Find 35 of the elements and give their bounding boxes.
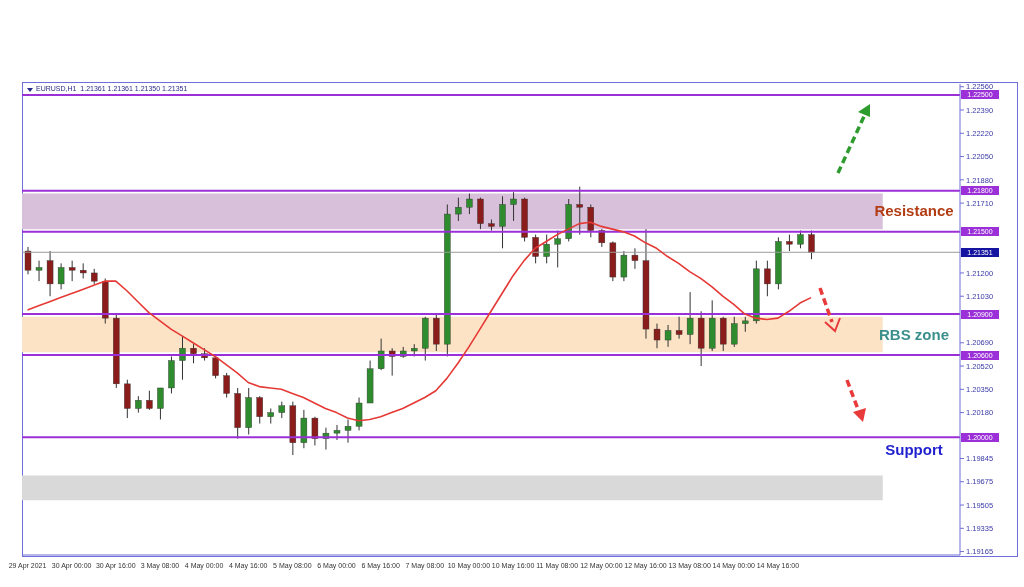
candlestick [68,260,76,282]
candlestick [377,338,385,371]
candlestick [35,260,43,282]
candlestick [510,191,517,222]
candlestick [631,247,639,270]
candlestick [333,424,341,441]
candlestick [764,260,771,297]
candlestick [157,387,164,420]
candlestick [24,246,32,275]
candlestick [653,323,661,349]
candlestick [46,250,54,297]
candlestick [576,186,583,236]
candlestick [223,372,230,399]
candlestick [620,250,628,282]
candlestick [256,395,263,425]
candlestick [455,197,462,222]
candlestick [587,203,594,238]
candlestick [808,230,815,260]
candlestick [57,262,65,290]
candlestick [466,193,473,215]
band-label: RBS zone [878,325,950,343]
candlestick [146,390,153,411]
candlestick [686,291,694,345]
candlestick [675,316,683,340]
annotation: Support [884,441,944,459]
candlestick [499,195,506,249]
candlestick [190,343,197,364]
candlestick [731,316,738,348]
candlestick [355,397,363,431]
candlestick [664,324,672,348]
candlestick [543,234,550,264]
candlestick [179,335,186,381]
band-label: Resistance [873,202,955,220]
candlestick [344,418,352,444]
candlestick [554,230,561,268]
